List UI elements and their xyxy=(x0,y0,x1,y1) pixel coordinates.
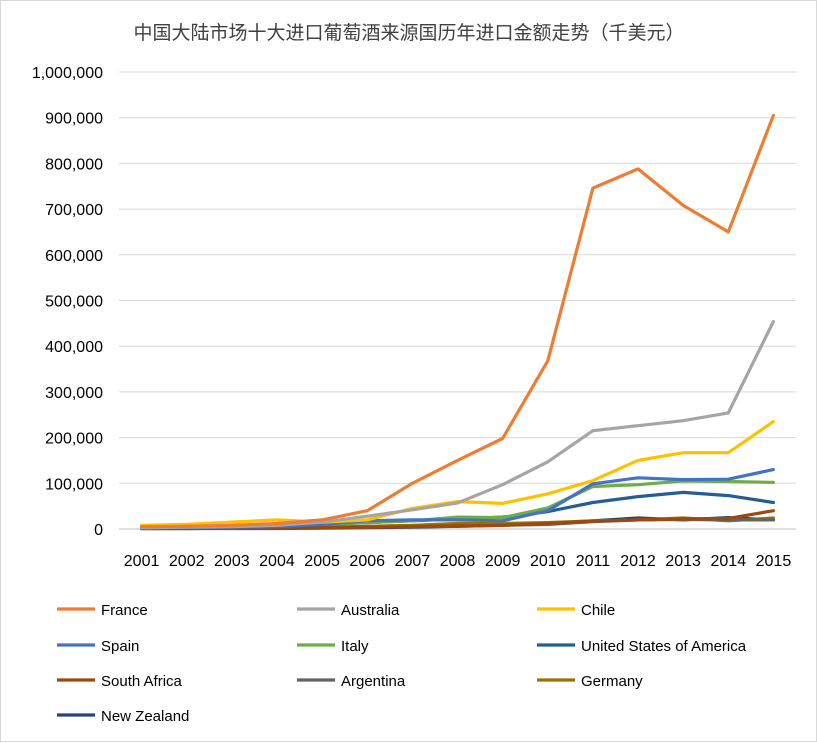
legend-label-united-states-of-america: United States of America xyxy=(581,638,747,655)
legend-label-chile: Chile xyxy=(581,602,615,619)
x-tick-label: 2009 xyxy=(485,553,521,570)
legend-label-italy: Italy xyxy=(341,638,369,655)
x-tick-label: 2002 xyxy=(169,553,205,570)
legend-label-germany: Germany xyxy=(581,673,643,690)
y-tick-label: 0 xyxy=(94,522,103,539)
x-tick-label: 2010 xyxy=(530,553,566,570)
legend-label-argentina: Argentina xyxy=(341,673,406,690)
x-tick-label: 2003 xyxy=(214,553,250,570)
y-tick-label: 500,000 xyxy=(45,294,103,311)
gridlines xyxy=(119,71,796,530)
y-tick-label: 800,000 xyxy=(45,156,103,173)
y-tick-label: 700,000 xyxy=(45,202,103,219)
series-line-france xyxy=(140,113,776,529)
y-tick-label: 900,000 xyxy=(45,111,103,128)
y-tick-label: 300,000 xyxy=(45,385,103,402)
x-tick-label: 2006 xyxy=(349,553,385,570)
legend-label-spain: Spain xyxy=(101,638,139,655)
series-line-australia xyxy=(140,319,776,530)
legend-label-new-zealand: New Zealand xyxy=(101,708,189,725)
x-tick-label: 2005 xyxy=(304,553,340,570)
y-axis: 0 100,000 200,000 300,000 400,000 500,000 600,… xyxy=(32,65,103,539)
legend-label-south-africa: South Africa xyxy=(101,673,183,690)
x-tick-label: 2008 xyxy=(440,553,476,570)
x-tick-label: 2007 xyxy=(395,553,431,570)
x-tick-label: 2004 xyxy=(259,553,295,570)
x-axis: 2001 2002 2003 2004 2005 2006 2007 2008 2009 2010… xyxy=(124,553,792,570)
x-tick-label: 2011 xyxy=(576,553,611,570)
series-lines xyxy=(140,113,776,531)
x-tick-label: 2015 xyxy=(756,553,792,570)
y-tick-label: 600,000 xyxy=(45,248,103,265)
y-tick-label: 100,000 xyxy=(45,476,103,493)
x-tick-label: 2014 xyxy=(711,553,747,570)
x-tick-label: 2012 xyxy=(620,553,656,570)
y-tick-label: 200,000 xyxy=(45,431,103,448)
legend: France Australia Chile Spain Italy United Sta… xyxy=(57,602,747,725)
y-tick-label: 1,000,000 xyxy=(32,65,103,82)
y-tick-label: 400,000 xyxy=(45,339,103,356)
x-tick-label: 2013 xyxy=(665,553,701,570)
legend-label-france: France xyxy=(101,602,148,619)
x-tick-label: 2001 xyxy=(124,553,160,570)
chart-title: 中国大陆市场十大进口葡萄酒来源国历年进口金额走势（千美元） xyxy=(133,22,684,44)
legend-label-australia: Australia xyxy=(341,602,400,619)
